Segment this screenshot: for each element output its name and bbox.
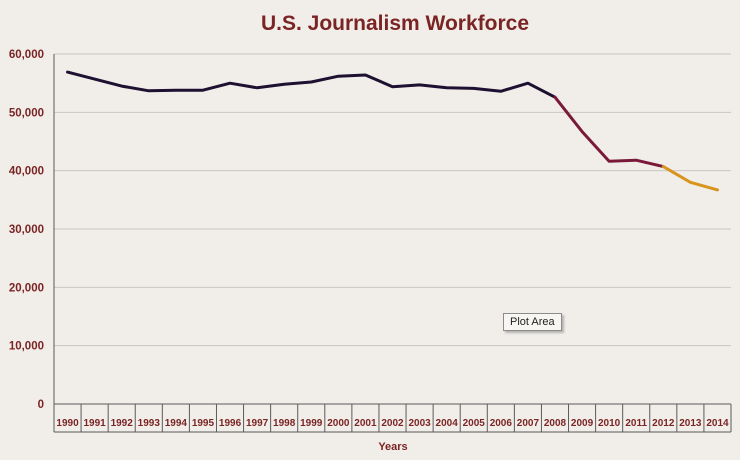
y-tick-label: 0 (38, 399, 44, 411)
x-tick-label: 2004 (436, 418, 459, 429)
x-tick-label: 2006 (490, 418, 513, 429)
y-tick-label: 30,000 (9, 224, 44, 236)
x-axis-label: Years (378, 441, 407, 453)
x-tick-label: 2007 (517, 418, 540, 429)
y-tick-label: 40,000 (9, 166, 44, 178)
x-tick-label: 1990 (56, 418, 79, 429)
x-tick-label: 1993 (138, 418, 161, 429)
x-tick-label: 1994 (165, 418, 188, 429)
x-tick-label: 2008 (544, 418, 567, 429)
x-tick-label: 1997 (246, 418, 269, 429)
x-tick-label: 1998 (273, 418, 296, 429)
x-tick-label: 1995 (192, 418, 215, 429)
gridlines (54, 53, 731, 347)
y-tick-label: 20,000 (9, 282, 44, 294)
x-tick-label: 2001 (354, 418, 377, 429)
x-tick-label: 2002 (381, 418, 404, 429)
x-tick-label: 2005 (463, 418, 486, 429)
x-tick-label: 1999 (300, 418, 323, 429)
x-tick-label: 1992 (111, 418, 134, 429)
series-line-segment[interactable] (661, 165, 719, 192)
series-line-segment[interactable] (553, 95, 665, 169)
x-axis-tick-labels: 1990 1991 1992 1993 1994 1995 1996 1997 1998 1999… (56, 418, 729, 429)
x-tick-label: 2000 (327, 418, 350, 429)
plot-area-tooltip: Plot Area (503, 313, 562, 331)
x-tick-label: 1991 (83, 418, 106, 429)
axes (53, 54, 732, 433)
x-tick-label: 2011 (625, 418, 647, 429)
chart-title: U.S. Journalism Workforce (261, 12, 529, 35)
data-series[interactable] (66, 70, 719, 192)
x-tick-label: 2009 (571, 418, 594, 429)
y-axis-tick-labels: 0 10,000 20,000 30,000 40,000 50,000 60,000 (9, 49, 44, 411)
x-tick-label: 2010 (598, 418, 621, 429)
x-tick-label: 1996 (219, 418, 242, 429)
series-line-segment[interactable] (66, 70, 557, 99)
y-tick-label: 60,000 (9, 49, 44, 61)
x-tick-label: 2014 (706, 418, 729, 429)
x-tick-label: 2012 (652, 418, 675, 429)
y-tick-label: 10,000 (9, 341, 44, 353)
x-tick-label: 2003 (408, 418, 431, 429)
x-tick-label: 2013 (679, 418, 702, 429)
y-tick-label: 50,000 (9, 107, 44, 119)
